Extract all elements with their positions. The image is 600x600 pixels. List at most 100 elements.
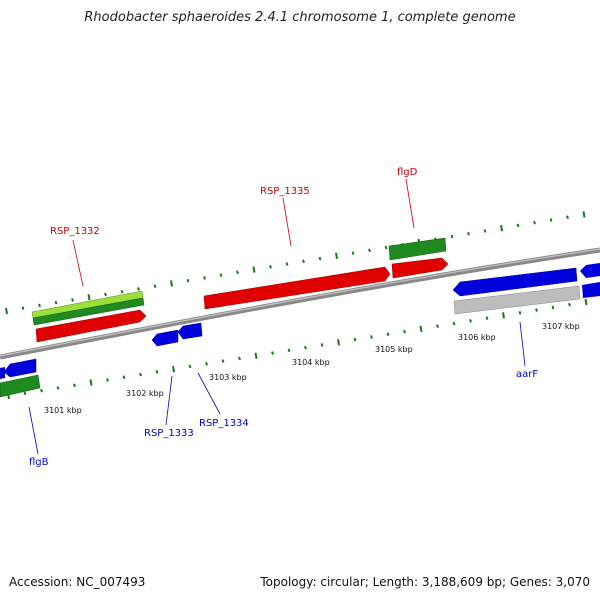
forward-tick — [500, 225, 503, 232]
forward-tick — [549, 218, 553, 222]
forward-tick-row — [5, 211, 586, 315]
reverse-tick — [73, 383, 76, 388]
reverse-tick — [403, 329, 406, 334]
forward-tick — [467, 231, 470, 236]
tick-label-3105: 3105 kbp — [375, 345, 413, 354]
gene-flgb-blue-left[interactable] — [0, 367, 5, 379]
reverse-tick — [535, 308, 538, 312]
forward-tick — [384, 245, 388, 250]
forward-tick — [38, 303, 41, 308]
gene-flgd-red[interactable] — [391, 257, 449, 279]
gene-rsp1335-red[interactable] — [203, 266, 391, 310]
gene-flgb-blue[interactable] — [3, 358, 37, 378]
forward-tick — [21, 306, 25, 311]
chromosome-backbone — [0, 247, 600, 360]
gene-rsp1334[interactable] — [177, 322, 203, 340]
forward-tick — [5, 307, 8, 315]
forward-tick — [236, 270, 239, 275]
reverse-tick — [254, 352, 258, 359]
gene-aarf-grey[interactable] — [453, 285, 581, 315]
gene-rsp1333[interactable] — [151, 329, 179, 347]
reverse-tick — [304, 345, 307, 350]
reverse-tick — [469, 319, 472, 323]
forward-tick — [533, 220, 536, 225]
reverse-tick — [419, 325, 423, 333]
forward-tick — [516, 223, 520, 228]
reverse-tick — [172, 365, 175, 373]
reverse-tick — [238, 356, 241, 361]
reverse-tick — [23, 391, 27, 396]
reverse-tick — [89, 379, 93, 386]
tick-label-3104: 3104 kbp — [292, 358, 330, 367]
forward-tick — [318, 256, 322, 261]
tick-label-3107: 3107 kbp — [542, 322, 580, 331]
gene-edge-blue-top[interactable] — [580, 263, 600, 278]
reverse-genes — [0, 263, 600, 398]
forward-tick — [54, 300, 58, 305]
forward-tick — [269, 265, 272, 269]
gene-label-rsp1335[interactable]: RSP_1335 — [260, 186, 310, 197]
forward-tick — [153, 284, 157, 288]
reverse-tick — [386, 332, 390, 337]
forward-tick — [450, 234, 454, 239]
genome-summary-text: Topology: circular; Length: 3,188,609 bp… — [260, 575, 590, 589]
gene-aarf-blue[interactable] — [452, 267, 578, 297]
gene-label-aarf[interactable]: aarF — [516, 369, 538, 380]
gene-labels: RSP_1332 RSP_1335 flgD RSP_1333 RSP_1334… — [29, 167, 538, 468]
tick-label-3103: 3103 kbp — [209, 373, 247, 382]
leader-lines — [28, 178, 526, 455]
tick-label-3102: 3102 kbp — [126, 389, 164, 398]
reverse-tick — [271, 351, 274, 355]
reverse-tick — [188, 364, 192, 369]
reverse-tick — [56, 386, 60, 390]
forward-tick — [203, 276, 206, 280]
gene-label-rsp1333[interactable]: RSP_1333 — [144, 428, 194, 439]
reverse-tick — [337, 339, 340, 346]
map-title: Rhodobacter sphaeroides 2.4.1 chromosome… — [84, 10, 516, 25]
gene-flgd-green[interactable] — [388, 237, 447, 261]
forward-tick — [252, 266, 256, 273]
reverse-tick — [551, 305, 555, 310]
forward-tick — [582, 211, 586, 218]
gene-edge-blue-bottom[interactable] — [582, 282, 600, 298]
reverse-tick — [353, 337, 357, 342]
forward-tick — [219, 273, 223, 277]
reverse-tick — [584, 298, 588, 306]
reverse-tick — [139, 372, 142, 377]
reverse-tick — [221, 359, 225, 363]
forward-genes — [31, 237, 449, 343]
reverse-tick — [370, 335, 373, 339]
reverse-tick — [485, 316, 489, 320]
reverse-tick — [155, 370, 159, 374]
forward-tick — [285, 262, 289, 266]
forward-tick — [104, 292, 107, 297]
forward-tick — [137, 287, 140, 291]
reverse-tick — [122, 375, 126, 380]
forward-tick — [351, 251, 355, 255]
reverse-tick — [502, 312, 505, 319]
tick-label-3101: 3101 kbp — [44, 406, 82, 415]
forward-tick — [566, 215, 569, 220]
reverse-tick — [518, 310, 522, 315]
reverse-tick — [106, 378, 109, 382]
forward-tick — [302, 259, 305, 264]
gene-label-flgb[interactable]: flgB — [29, 457, 49, 468]
reverse-tick — [320, 343, 324, 347]
forward-tick — [335, 252, 338, 259]
reverse-tick — [452, 321, 456, 326]
gene-label-rsp1332[interactable]: RSP_1332 — [50, 226, 100, 237]
forward-tick — [71, 298, 74, 302]
forward-tick — [186, 278, 190, 283]
gene-rsp1332-green[interactable] — [32, 297, 145, 326]
forward-tick — [170, 280, 173, 287]
accession-text: Accession: NC_007493 — [9, 575, 146, 589]
forward-tick — [368, 248, 371, 253]
reverse-tick — [205, 361, 208, 366]
gene-rsp1332-red[interactable] — [35, 309, 147, 343]
reverse-tick — [287, 348, 291, 353]
gene-label-rsp1334[interactable]: RSP_1334 — [199, 418, 249, 429]
gene-label-flgd[interactable]: flgD — [397, 167, 418, 178]
tick-label-3106: 3106 kbp — [458, 333, 496, 342]
gene-flgb-green[interactable] — [0, 374, 41, 398]
